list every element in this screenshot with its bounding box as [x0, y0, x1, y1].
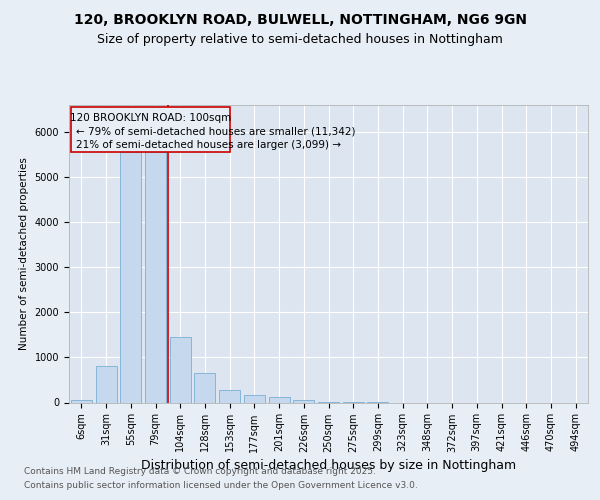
- Bar: [293, 400, 314, 402]
- Text: Contains HM Land Registry data © Crown copyright and database right 2025.: Contains HM Land Registry data © Crown c…: [24, 468, 376, 476]
- Bar: [269, 397, 290, 402]
- Bar: [120, 152, 141, 402]
- Text: 21% of semi-detached houses are larger (3,099) →: 21% of semi-detached houses are larger (…: [76, 140, 341, 150]
- Bar: [145, 152, 166, 402]
- Text: ← 79% of semi-detached houses are smaller (11,342): ← 79% of semi-detached houses are smalle…: [76, 126, 356, 136]
- Y-axis label: Number of semi-detached properties: Number of semi-detached properties: [19, 158, 29, 350]
- Bar: [71, 108, 230, 152]
- Text: 120 BROOKLYN ROAD: 100sqm: 120 BROOKLYN ROAD: 100sqm: [70, 112, 231, 122]
- Text: Size of property relative to semi-detached houses in Nottingham: Size of property relative to semi-detach…: [97, 32, 503, 46]
- Bar: [244, 395, 265, 402]
- Text: 120, BROOKLYN ROAD, BULWELL, NOTTINGHAM, NG6 9GN: 120, BROOKLYN ROAD, BULWELL, NOTTINGHAM,…: [74, 12, 527, 26]
- Bar: [170, 337, 191, 402]
- Text: Contains public sector information licensed under the Open Government Licence v3: Contains public sector information licen…: [24, 481, 418, 490]
- Bar: [219, 390, 240, 402]
- X-axis label: Distribution of semi-detached houses by size in Nottingham: Distribution of semi-detached houses by …: [141, 458, 516, 471]
- Bar: [71, 400, 92, 402]
- Bar: [95, 366, 116, 402]
- Bar: [194, 373, 215, 402]
